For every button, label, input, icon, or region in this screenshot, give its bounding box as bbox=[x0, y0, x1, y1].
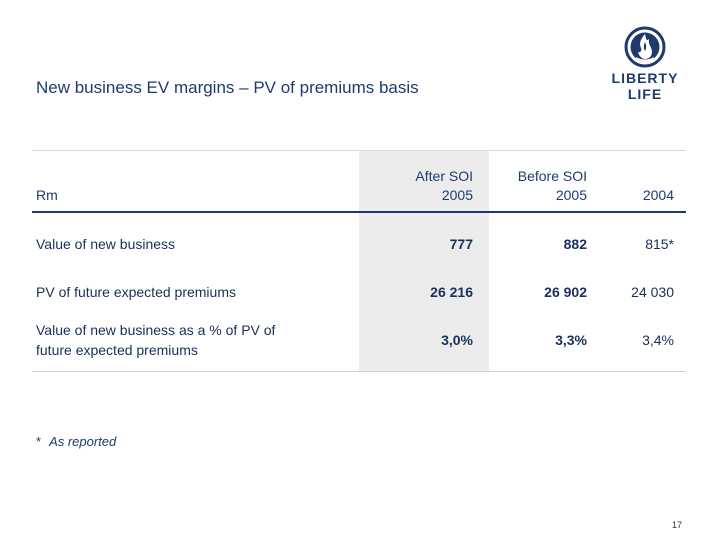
slide-title: New business EV margins – PV of premiums… bbox=[36, 78, 419, 97]
table-header-row: Rm After SOI 2005 Before SOI 2005 2004 bbox=[32, 150, 686, 213]
header-before-soi: Before SOI 2005 bbox=[489, 150, 599, 213]
header-after-soi-line2: 2005 bbox=[441, 187, 473, 203]
logo-word-life: LIFE bbox=[627, 86, 663, 102]
flame-emblem-icon bbox=[624, 26, 666, 68]
header-after-soi: After SOI 2005 bbox=[359, 150, 489, 213]
table-row: PV of future expected premiums 26 216 26… bbox=[32, 275, 686, 309]
table-row: Value of new business 777 882 815* bbox=[32, 212, 686, 275]
cell-before-soi: 3,3% bbox=[489, 309, 599, 372]
header-before-soi-line2: 2005 bbox=[555, 187, 587, 203]
margins-table: Rm After SOI 2005 Before SOI 2005 2004 V… bbox=[32, 150, 686, 372]
margins-table-container: Rm After SOI 2005 Before SOI 2005 2004 V… bbox=[32, 150, 686, 372]
row-label: Value of new business as a % of PV of fu… bbox=[32, 309, 359, 372]
cell-2004: 3,4% bbox=[599, 309, 686, 372]
footnote-text: As reported bbox=[49, 434, 117, 449]
row-label-line1: Value of new business as a % of PV of bbox=[36, 322, 276, 338]
footnote: * As reported bbox=[36, 434, 116, 449]
liberty-life-logo: LIBERTY LIFE bbox=[604, 26, 686, 114]
page-number: 17 bbox=[672, 520, 683, 530]
logo-word-liberty: LIBERTY bbox=[611, 70, 679, 86]
row-label-line2: future expected premiums bbox=[36, 342, 198, 358]
cell-after-soi: 777 bbox=[359, 212, 489, 275]
row-label: PV of future expected premiums bbox=[36, 284, 236, 300]
header-after-soi-line1: After SOI bbox=[415, 168, 473, 184]
header-2004: 2004 bbox=[599, 150, 686, 213]
cell-2004: 815* bbox=[645, 236, 674, 252]
header-rm: Rm bbox=[32, 150, 359, 213]
cell-after-soi: 3,0% bbox=[359, 309, 489, 372]
table-row: Value of new business as a % of PV of fu… bbox=[32, 309, 686, 372]
footnote-marker: * bbox=[36, 434, 42, 449]
cell-before-soi: 882 bbox=[563, 236, 587, 252]
row-label: Value of new business bbox=[36, 236, 176, 252]
cell-after-soi: 26 216 bbox=[359, 275, 489, 309]
cell-2004: 24 030 bbox=[631, 284, 674, 300]
cell-before-soi: 26 902 bbox=[544, 284, 587, 300]
header-before-soi-line1: Before SOI bbox=[517, 168, 587, 184]
